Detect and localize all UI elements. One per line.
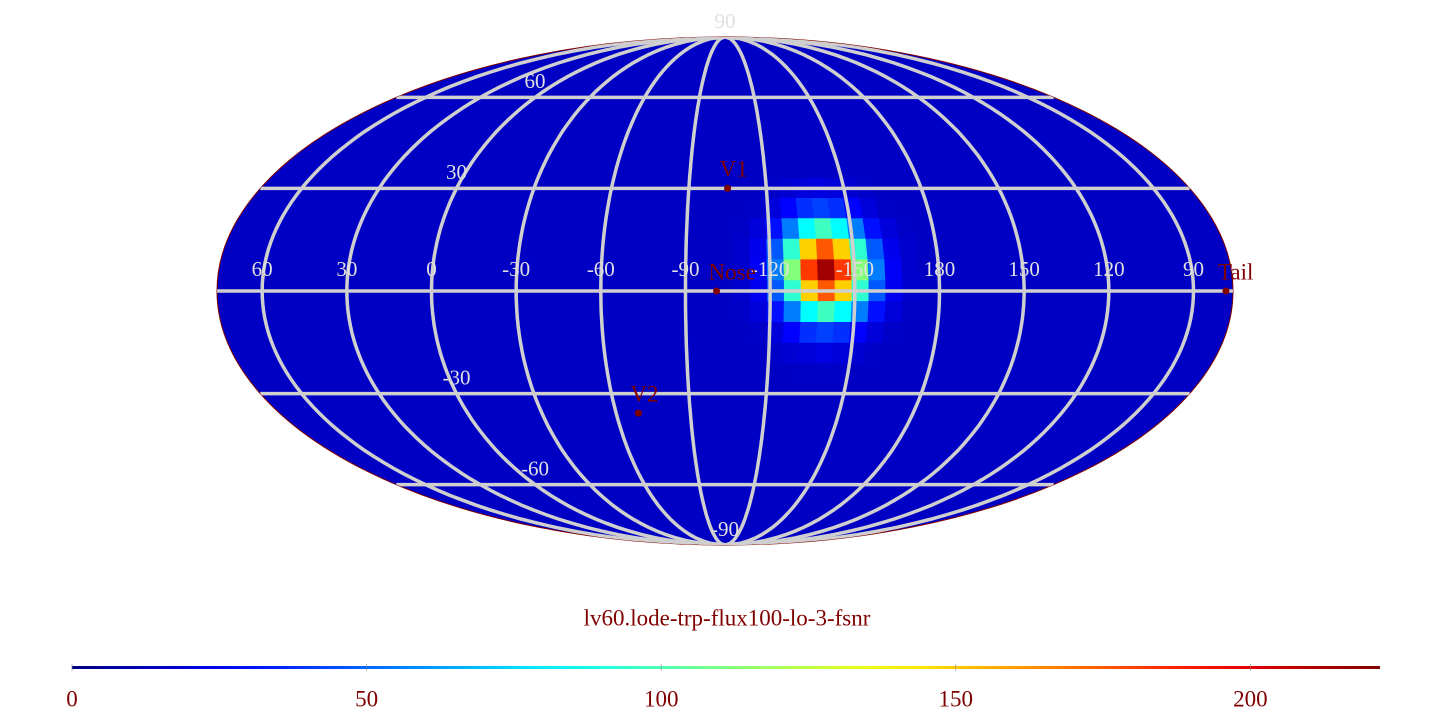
colorbar — [72, 666, 1380, 669]
heat-cell — [732, 321, 751, 344]
lon-label: 60 — [252, 257, 273, 281]
lon-label: 90 — [1183, 257, 1204, 281]
heat-cell — [832, 321, 852, 344]
lon-label: -150 — [836, 257, 875, 281]
heat-cell — [827, 363, 848, 385]
labels: 60 30 0 -30 -60 -90 -120 -150 180 150 120 90 90 60 30 -… — [252, 9, 1254, 541]
heat-cell — [779, 363, 799, 385]
marker — [1222, 287, 1230, 295]
lon-label: -30 — [502, 257, 530, 281]
heat-cell — [779, 198, 799, 219]
colorbar-tick-label: 0 — [66, 686, 78, 711]
lat-label: -60 — [521, 456, 549, 480]
heat-cell — [901, 259, 920, 281]
colorbar-tick-label: 200 — [1233, 686, 1268, 711]
lat-label: 90 — [715, 9, 736, 33]
heat-cell — [830, 342, 850, 364]
heat-cell — [917, 301, 937, 323]
heat-cell — [915, 321, 936, 344]
heat-cell — [732, 342, 751, 364]
marker-label: V1 — [720, 157, 748, 182]
heat-cell — [811, 363, 831, 385]
heat-cell — [815, 238, 835, 261]
heat-cell — [732, 363, 750, 385]
heat-cell — [817, 259, 836, 281]
heat-cell — [748, 342, 767, 364]
heat-cell — [898, 238, 919, 261]
heat-cell — [800, 259, 819, 281]
heat-cell — [817, 301, 836, 323]
heat-cell — [882, 321, 902, 344]
heat-cell — [884, 259, 903, 281]
lon-label: -60 — [587, 257, 615, 281]
heat-cell — [748, 363, 766, 385]
heat-cell — [732, 238, 751, 261]
heatmap — [732, 178, 937, 385]
heat-cell — [732, 198, 750, 219]
colorbar-tick-label: 100 — [644, 686, 679, 711]
heat-cell — [782, 321, 801, 344]
heat-cell — [795, 363, 815, 385]
heat-cell — [884, 301, 903, 323]
lon-label: 30 — [336, 257, 357, 281]
lon-label: 0 — [426, 257, 437, 281]
heat-cell — [795, 198, 815, 219]
lat-label: 30 — [446, 160, 467, 184]
heat-cell — [898, 321, 919, 344]
heat-cell — [781, 218, 800, 240]
heat-cell — [749, 321, 768, 344]
heat-cell — [733, 301, 751, 323]
heat-cell — [781, 342, 800, 364]
heat-cell — [830, 218, 850, 240]
heat-cell — [813, 342, 834, 364]
lat-label: -90 — [711, 517, 739, 541]
heat-cell — [748, 198, 766, 219]
marker-label: Tail — [1218, 259, 1253, 284]
heat-cell — [867, 301, 887, 323]
heat-cell — [799, 321, 818, 344]
heat-cell — [858, 363, 880, 385]
heat-cell — [797, 218, 817, 240]
heat-cell — [815, 321, 835, 344]
marker — [724, 184, 732, 192]
heat-cell — [833, 301, 853, 323]
heat-cell — [874, 363, 896, 385]
colorbar-tick-label: 150 — [939, 686, 974, 711]
heat-cell — [799, 238, 818, 261]
heat-cell — [783, 301, 802, 323]
marker-label: V2 — [630, 381, 658, 406]
lat-label: -30 — [443, 365, 471, 389]
graticule — [217, 37, 1233, 545]
lon-label: 180 — [924, 257, 956, 281]
heat-cell — [748, 218, 767, 240]
heat-cell — [813, 218, 834, 240]
heat-cell — [800, 301, 819, 323]
heat-cell — [797, 342, 817, 364]
heat-cell — [882, 238, 902, 261]
marker — [713, 287, 721, 295]
heat-cell — [901, 301, 920, 323]
lon-label: -90 — [671, 257, 699, 281]
heat-cell — [865, 321, 885, 344]
lon-label: -120 — [751, 257, 790, 281]
heat-cell — [732, 218, 751, 240]
lat-label: 60 — [525, 69, 546, 93]
lon-label: 120 — [1093, 257, 1125, 281]
heat-cell — [890, 363, 912, 385]
colorbar-tick-label: 50 — [355, 686, 378, 711]
heat-cell — [905, 363, 929, 385]
lon-label: 150 — [1008, 257, 1040, 281]
marker-label: Nose — [709, 259, 756, 284]
marker — [634, 409, 642, 417]
heat-cell — [749, 301, 768, 323]
chart-title: lv60.lode-trp-flux100-lo-3-fsnr — [584, 605, 871, 630]
